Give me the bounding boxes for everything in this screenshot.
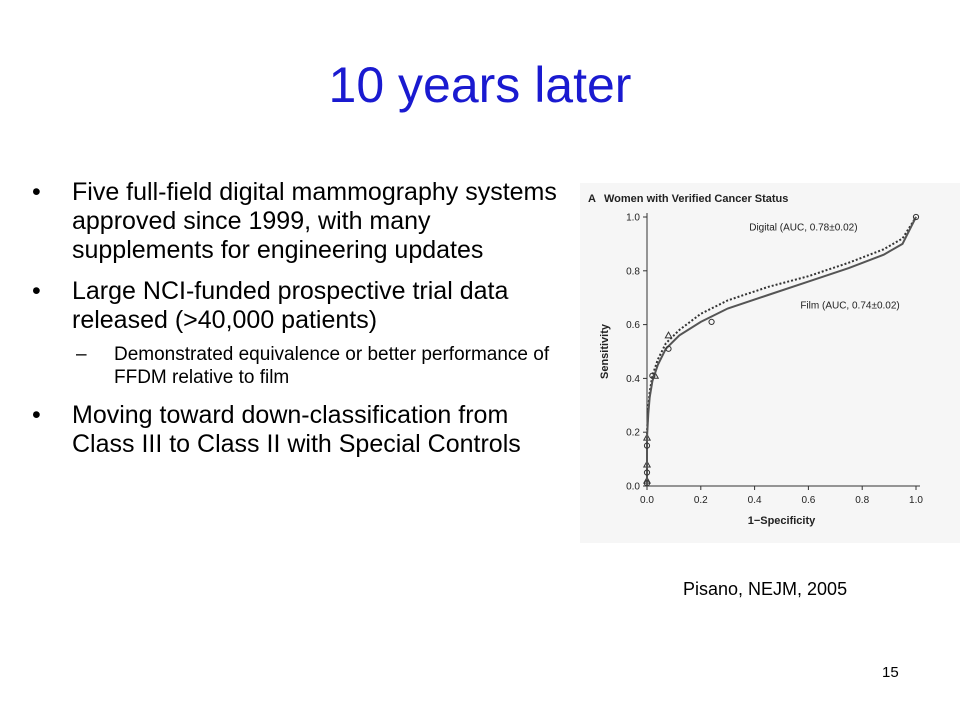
film-point-marker: [665, 345, 672, 352]
sub-bullet-text: Demonstrated equivalence or better perfo…: [114, 344, 550, 388]
bullet-text: Five full-field digital mammography syst…: [72, 178, 557, 264]
sub-bullet-glyph: –: [76, 344, 87, 365]
sub-bullet-item: – Demonstrated equivalence or better per…: [72, 343, 575, 389]
x-tick-label: 0.6: [801, 495, 815, 506]
chart-title: Women with Verified Cancer Status: [604, 193, 788, 205]
y-tick-label: 1.0: [626, 213, 640, 224]
film-point-marker: [708, 318, 715, 326]
bullet-item: • Moving toward down-classification from…: [30, 401, 575, 459]
y-tick-label: 0.8: [626, 266, 640, 277]
digital-point-marker: [664, 331, 673, 339]
page-number: 15: [882, 664, 899, 681]
roc-chart-figure: A Women with Verified Cancer Status 0.0 0.2…: [580, 183, 960, 543]
y-tick-label: 0.6: [626, 320, 640, 331]
roc-chart: A Women with Verified Cancer Status 0.0 0.2…: [588, 193, 923, 527]
series-label: Film (AUC, 0.74±0.02): [800, 300, 899, 311]
x-tick-label: 0.4: [748, 495, 762, 506]
x-axis-label: 1−Specificity: [748, 515, 816, 527]
y-tick-label: 0.2: [626, 428, 640, 439]
series-line-film: [646, 216, 917, 486]
bullet-item: • Five full-field digital mammography sy…: [30, 178, 575, 265]
sub-bullet-list: – Demonstrated equivalence or better per…: [72, 343, 575, 389]
y-axis-label: Sensitivity: [599, 323, 611, 379]
panel-label: A: [588, 193, 596, 205]
x-tick-label: 0.2: [694, 495, 708, 506]
film-point-marker: [649, 372, 656, 379]
slide-title: 10 years later: [328, 57, 632, 113]
x-tick-label: 0.0: [640, 495, 654, 506]
y-tick-label: 0.0: [626, 482, 640, 493]
y-tick-label: 0.4: [626, 374, 640, 385]
bullet-glyph: •: [32, 178, 41, 206]
bullet-text: Large NCI-funded prospective trial data …: [72, 277, 509, 334]
x-tick-label: 0.8: [855, 495, 869, 506]
bullet-glyph: •: [32, 401, 41, 429]
series-label: Digital (AUC, 0.78±0.02): [749, 222, 857, 233]
bullet-text: Moving toward down-classification from C…: [72, 401, 521, 458]
film-point-marker: [643, 442, 651, 449]
x-tick-label: 1.0: [909, 495, 923, 506]
film-point-marker: [643, 469, 651, 476]
bullet-list: • Five full-field digital mammography sy…: [30, 178, 575, 471]
film-point-marker: [643, 480, 651, 487]
film-point-marker: [912, 213, 920, 221]
bullet-item: • Large NCI-funded prospective trial dat…: [30, 277, 575, 389]
bullet-glyph: •: [32, 277, 41, 305]
figure-citation: Pisano, NEJM, 2005: [683, 579, 848, 599]
